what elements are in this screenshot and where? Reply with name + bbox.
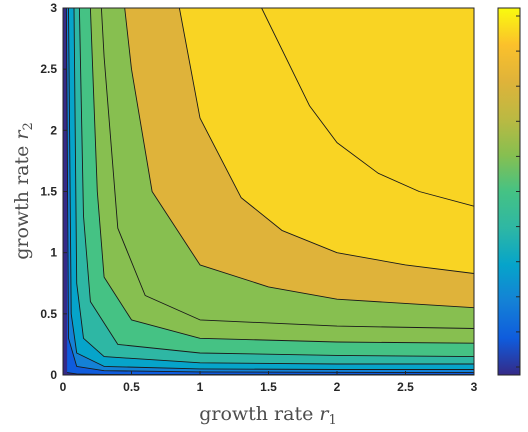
y-axis-label: growth rate r2 <box>11 122 36 260</box>
contour-line-4 <box>73 8 474 365</box>
contour-line-10 <box>261 8 474 207</box>
x-axis-label-var: r <box>319 403 330 425</box>
y-axis-label-text: growth rate <box>11 146 33 260</box>
x-tick-label: 0.5 <box>123 380 140 394</box>
x-axis-ticks: 0 0.5 1 1.5 2 2.5 3 <box>60 371 478 394</box>
contour-line-7 <box>100 8 474 329</box>
colorbar <box>497 7 521 376</box>
contour-line-8 <box>124 8 474 309</box>
y-axis-label-sub: 2 <box>21 122 36 130</box>
x-tick-label: 1.5 <box>260 380 277 394</box>
x-axis-label: growth rate r1 <box>199 403 337 428</box>
x-axis-label-text: growth rate <box>199 403 313 425</box>
y-axis-label-var: r <box>11 129 33 140</box>
x-tick-label: 1 <box>197 380 204 394</box>
contour-lines <box>65 8 474 375</box>
contour-fills <box>63 8 474 375</box>
x-axis-label-sub: 1 <box>329 413 337 428</box>
x-tick-label: 2 <box>334 380 341 394</box>
x-tick-label: 3 <box>471 380 478 394</box>
y-tick-label: 0 <box>50 368 57 382</box>
contour-band-10 <box>261 8 474 207</box>
contour-line-6 <box>89 8 474 344</box>
contour-line-3 <box>68 8 474 370</box>
y-tick-label: 1.5 <box>40 185 57 199</box>
y-tick-label: 1 <box>50 246 57 260</box>
colorbar-ticks <box>516 15 520 368</box>
y-axis-ticks: 0 0.5 1 1.5 2 2.5 3 <box>40 1 67 382</box>
contour-line-5 <box>78 8 474 358</box>
y-tick-label: 2.5 <box>40 62 57 76</box>
x-tick-label: 0 <box>60 380 67 394</box>
y-tick-label: 0.5 <box>40 307 57 321</box>
plot-area <box>63 8 474 375</box>
y-tick-label: 3 <box>50 1 57 15</box>
contour-line-9 <box>178 8 474 274</box>
x-tick-label: 2.5 <box>397 380 414 394</box>
y-tick-label: 2 <box>50 123 57 137</box>
